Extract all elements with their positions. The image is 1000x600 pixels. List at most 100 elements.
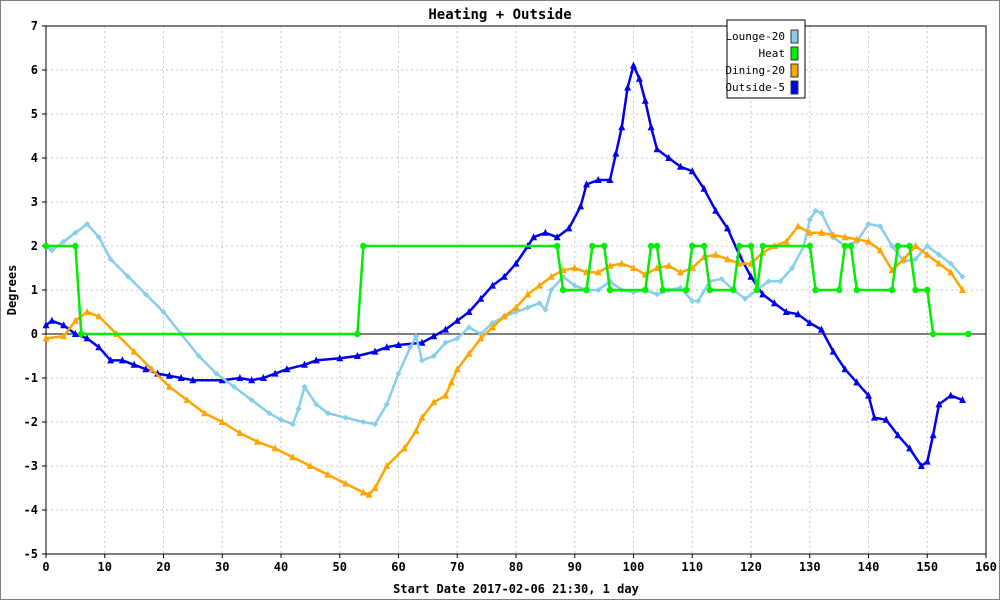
x-tick-label: 110 (681, 560, 703, 574)
data-point (900, 255, 908, 263)
y-tick-label: 4 (31, 151, 38, 165)
data-point (712, 206, 720, 214)
data-point (524, 290, 532, 298)
data-point (72, 242, 79, 250)
data-point (342, 479, 350, 487)
data-point (571, 264, 579, 271)
data-point (271, 444, 279, 452)
legend-label: Lounge-20 (725, 30, 785, 43)
data-point (418, 413, 426, 421)
data-point (130, 347, 138, 355)
data-point (742, 295, 749, 302)
data-point (359, 488, 367, 496)
data-point (442, 391, 449, 399)
data-point (865, 391, 872, 399)
data-point (195, 353, 202, 359)
data-point (313, 401, 320, 408)
data-point (753, 286, 761, 294)
data-point (301, 360, 308, 368)
data-point (95, 343, 103, 351)
y-tick-label: -4 (24, 503, 38, 517)
data-point (72, 229, 79, 236)
data-point (553, 242, 561, 250)
data-point (500, 272, 508, 280)
data-point (923, 250, 931, 258)
legend-swatch (790, 80, 799, 95)
y-tick-label: 3 (31, 195, 38, 209)
data-point (618, 259, 626, 267)
data-point (924, 243, 931, 249)
series-heat (42, 242, 972, 338)
y-tick-label: -5 (24, 547, 38, 561)
data-point (254, 437, 261, 445)
x-tick-label: 90 (568, 560, 582, 574)
y-axis-label: Degrees (5, 265, 19, 316)
data-point (60, 332, 68, 340)
data-point (442, 339, 449, 346)
data-point (688, 167, 696, 175)
data-point (612, 149, 620, 157)
data-point (453, 316, 461, 324)
data-point (118, 356, 126, 364)
y-tick-label: -1 (24, 371, 38, 385)
data-point (183, 396, 191, 403)
data-point (818, 228, 825, 236)
data-point (71, 316, 79, 324)
data-point (271, 369, 279, 377)
data-point (947, 391, 955, 399)
data-point (689, 242, 696, 250)
data-point (959, 396, 966, 403)
data-point (177, 374, 185, 381)
data-point (630, 61, 637, 69)
chart-title: Heating + Outside (428, 7, 571, 23)
data-point (695, 298, 702, 304)
data-point (736, 242, 743, 250)
data-point (765, 278, 772, 285)
data-point (935, 400, 943, 408)
data-point (248, 397, 255, 403)
data-point (653, 242, 661, 250)
data-point (559, 286, 567, 294)
data-point (512, 303, 520, 311)
data-point (647, 242, 655, 250)
data-point (48, 247, 55, 254)
data-point (841, 242, 849, 250)
data-point (847, 242, 855, 250)
data-point (894, 242, 902, 250)
data-point (806, 228, 814, 236)
legend-label: Outside-5 (725, 81, 785, 94)
data-point (829, 231, 837, 238)
data-point (83, 334, 91, 342)
data-point (84, 221, 91, 227)
x-tick-label: 40 (274, 560, 288, 574)
data-point (683, 286, 690, 294)
data-point (360, 242, 367, 250)
data-point (430, 398, 438, 406)
data-point (577, 202, 585, 210)
data-point (430, 353, 437, 359)
data-point (325, 410, 331, 417)
data-point (419, 357, 425, 364)
data-point (430, 332, 438, 340)
data-point (853, 286, 860, 294)
data-point (771, 299, 778, 307)
data-point (395, 341, 402, 348)
data-point (383, 401, 390, 408)
data-point (477, 294, 485, 302)
data-point (606, 286, 614, 294)
data-point (231, 383, 237, 390)
data-point (42, 321, 50, 329)
data-point (677, 162, 684, 170)
y-axis: -5 -4 -3 -2 -1 0 1 2 3 4 5 6 7 (24, 19, 46, 561)
data-point (201, 409, 209, 417)
data-point (835, 286, 843, 294)
y-tick-label: 6 (31, 63, 38, 77)
data-point (42, 242, 50, 250)
data-point (583, 180, 590, 188)
data-point (500, 312, 508, 320)
data-point (724, 224, 731, 232)
data-point (365, 490, 373, 498)
series-dining-20 (42, 222, 966, 498)
data-point (336, 354, 344, 362)
data-point (465, 308, 473, 315)
